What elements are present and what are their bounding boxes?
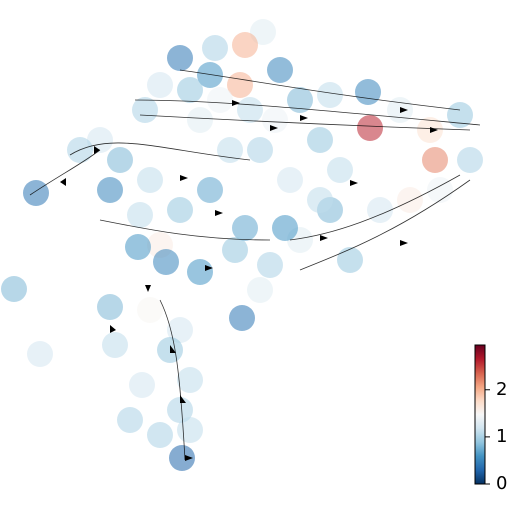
- point: [137, 297, 163, 323]
- point: [117, 407, 143, 433]
- point: [187, 259, 213, 285]
- point: [367, 197, 393, 223]
- point: [169, 445, 195, 471]
- point: [97, 177, 123, 203]
- colorbar: [474, 344, 486, 485]
- points: [1, 19, 483, 471]
- point: [247, 277, 273, 303]
- streamlines: [29, 69, 481, 461]
- point: [167, 397, 193, 423]
- point: [257, 252, 283, 278]
- point: [167, 317, 193, 343]
- point: [27, 341, 53, 367]
- point: [147, 72, 173, 98]
- point: [197, 62, 223, 88]
- point: [167, 45, 193, 71]
- point: [207, 87, 233, 113]
- point: [129, 372, 155, 398]
- point: [237, 97, 263, 123]
- point: [277, 167, 303, 193]
- point: [97, 294, 123, 320]
- point: [457, 147, 483, 173]
- point: [232, 215, 258, 241]
- colorbar-tick-label: 1: [496, 426, 507, 447]
- point: [355, 79, 381, 105]
- point: [177, 367, 203, 393]
- point: [102, 332, 128, 358]
- point: [153, 249, 179, 275]
- point: [307, 127, 333, 153]
- point: [197, 177, 223, 203]
- point: [167, 197, 193, 223]
- point: [287, 87, 313, 113]
- point: [337, 247, 363, 273]
- point: [357, 115, 383, 141]
- point: [23, 180, 49, 206]
- point: [202, 35, 228, 61]
- point: [447, 102, 473, 128]
- point: [317, 82, 343, 108]
- point: [177, 77, 203, 103]
- point: [1, 276, 27, 302]
- point: [327, 157, 353, 183]
- point: [307, 187, 333, 213]
- colorbar-tick-label: 2: [496, 379, 507, 400]
- point: [272, 215, 298, 241]
- point: [222, 237, 248, 263]
- point: [87, 127, 113, 153]
- point: [262, 107, 288, 133]
- point: [267, 57, 293, 83]
- point: [422, 147, 448, 173]
- point: [250, 19, 276, 45]
- colorbar-tick-label: 0: [496, 473, 507, 494]
- point: [177, 417, 203, 443]
- point: [132, 97, 158, 123]
- point: [229, 305, 255, 331]
- point: [397, 187, 423, 213]
- point: [127, 202, 153, 228]
- point: [137, 167, 163, 193]
- point: [247, 137, 273, 163]
- point: [232, 32, 258, 58]
- point: [147, 422, 173, 448]
- point: [107, 147, 133, 173]
- point: [125, 234, 151, 260]
- point: [187, 107, 213, 133]
